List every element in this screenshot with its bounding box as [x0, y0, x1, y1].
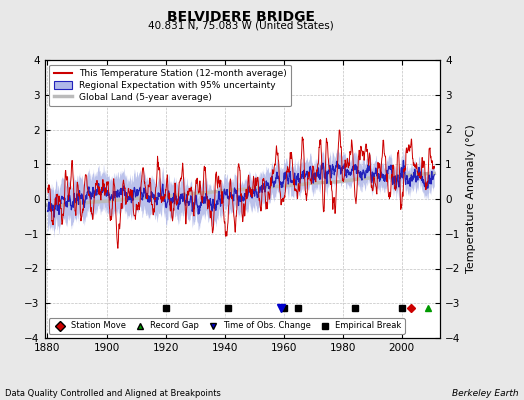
Legend: Station Move, Record Gap, Time of Obs. Change, Empirical Break: Station Move, Record Gap, Time of Obs. C… [49, 318, 405, 334]
Text: 40.831 N, 75.083 W (United States): 40.831 N, 75.083 W (United States) [148, 20, 334, 30]
Text: Data Quality Controlled and Aligned at Breakpoints: Data Quality Controlled and Aligned at B… [5, 389, 221, 398]
Y-axis label: Temperature Anomaly (°C): Temperature Anomaly (°C) [466, 125, 476, 273]
Text: BELVIDERE BRIDGE: BELVIDERE BRIDGE [167, 10, 315, 24]
Text: Berkeley Earth: Berkeley Earth [452, 389, 519, 398]
